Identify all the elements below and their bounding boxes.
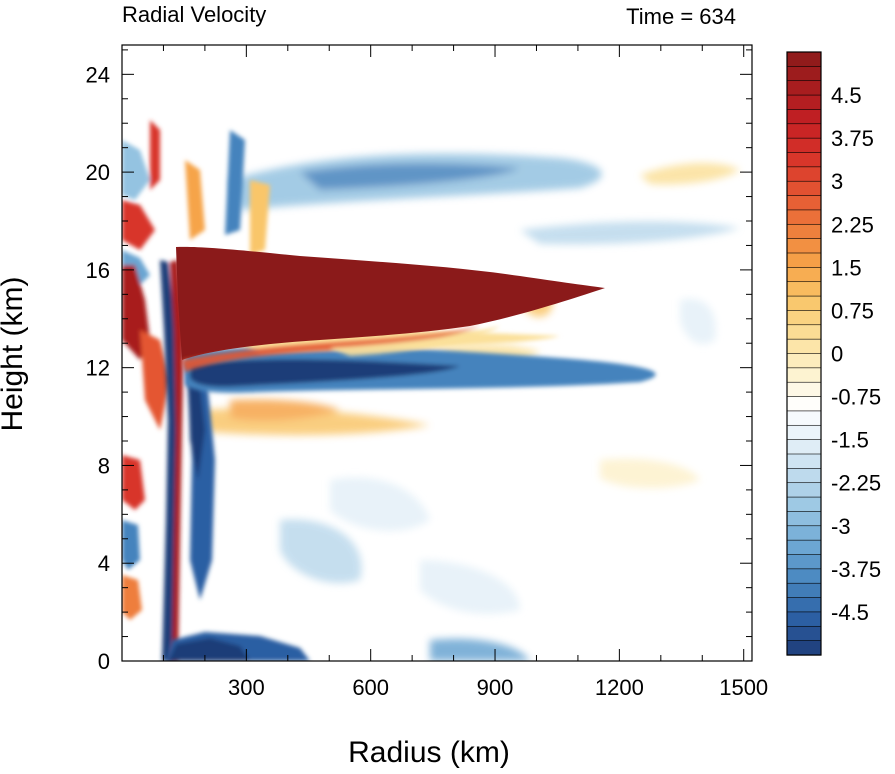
colorbar-label: 4.5 [831,83,862,108]
outflow-jet [176,246,605,360]
colorbar-label: 3 [831,169,843,194]
colorbar-label: 1.5 [831,255,862,280]
colorbar-level [786,209,822,225]
axes: 300 600 900 1200 1500 0 4 8 12 16 20 24 [86,45,768,700]
colorbar-level [786,180,822,197]
colorbar-level [786,554,822,570]
y-tick-label: 0 [98,649,110,674]
x-axis-label: Radius (km) [348,736,510,769]
colorbar-level [786,94,822,111]
colorbar-level [786,582,822,599]
colorbar-level [786,195,822,211]
colorbar-level [786,123,822,139]
y-tick-label: 24 [86,62,110,87]
colorbar-level [786,525,822,541]
chart-title-right: Time = 634 [626,4,736,29]
y-axis-label: Height (km) [0,276,29,431]
colorbar-level [786,410,822,426]
colorbar-label: -3.75 [831,557,881,582]
x-tick-label: 600 [352,675,389,700]
colorbar-level [786,238,822,254]
colorbar-label: -2.25 [831,471,881,496]
colorbar-label: 0 [831,342,843,367]
y-tick-label: 4 [98,551,110,576]
plot-border [121,44,753,662]
colorbar-level [786,80,822,96]
colorbar: 4.5 3.75 3 2.25 1.5 0.75 0 -0.75 -1.5 -2.25 -3 -3.7… [786,51,881,656]
y-tick-label: 8 [98,453,110,478]
velocity-field [122,120,740,661]
colorbar-level [786,367,822,383]
colorbar-level [786,295,822,312]
colorbar-level [786,310,822,326]
colorbar-label: -3 [831,514,851,539]
colorbar-level [786,353,822,369]
colorbar-level [786,252,822,268]
chart-title-left: Radial Velocity [122,2,266,27]
colorbar-level [786,511,822,527]
colorbar-level [786,109,822,125]
colorbar-level [786,281,822,297]
x-tick-label: 1500 [719,675,768,700]
colorbar-level [786,381,822,398]
colorbar-label: 0.75 [831,298,874,323]
colorbar-level [786,396,822,412]
colorbar-level [786,439,822,455]
colorbar-level [786,66,822,82]
colorbar-label: 2.25 [831,212,874,237]
colorbar-level [786,468,822,484]
colorbar-level [786,597,822,613]
colorbar-level [786,611,822,627]
colorbar-label: -0.75 [831,385,881,410]
x-tick-label: 900 [477,675,514,700]
colorbar-level [786,137,822,154]
colorbar-level [786,568,822,584]
colorbar-level [786,625,822,642]
colorbar-level [786,453,822,469]
colorbar-label: -1.5 [831,428,869,453]
colorbar-level [786,424,822,441]
y-tick-label: 12 [86,356,110,381]
y-tick-label: 16 [86,258,110,283]
y-tick-label: 20 [86,160,110,185]
colorbar-level [786,51,822,67]
x-tick-label: 1200 [595,675,644,700]
colorbar-border [786,51,822,656]
colorbar-level [786,496,822,513]
colorbar-level [786,267,822,283]
colorbar-level [786,539,822,556]
colorbar-level [786,482,822,498]
colorbar-level [786,152,822,168]
colorbar-label: 3.75 [831,126,874,151]
colorbar-level [786,166,822,182]
x-tick-label: 300 [228,675,265,700]
colorbar-level [786,324,822,340]
colorbar-label: -4.5 [831,600,869,625]
colorbar-level [786,223,822,240]
colorbar-level [786,338,822,355]
colorbar-level [786,640,822,656]
